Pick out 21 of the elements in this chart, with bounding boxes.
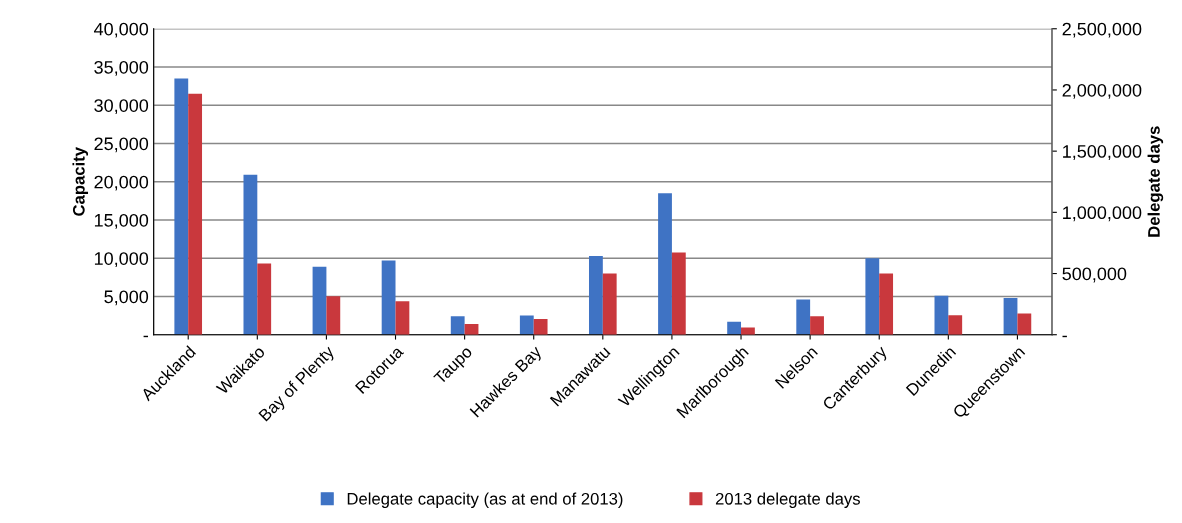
y-tick-label: 15,000 [94,213,149,229]
y2-tick-label: 1,000,000 [1063,206,1142,222]
y-tick-label: 25,000 [94,137,149,153]
y-tick-label: 40,000 [93,22,149,38]
y-axis-title: Capacity [72,147,89,216]
y2-tick-label: 2,000,000 [1062,83,1142,99]
y-tick-label: 30,000 [94,99,149,115]
y-tick-label: 5,000 [104,290,149,306]
legend-label: Delegate capacity (as at end of 2013) [347,492,623,508]
y-tick-label: 10,000 [94,252,149,268]
y2-tick-label: 1,500,000 [1063,145,1142,160]
y2-tick-label: - [1062,335,1067,338]
y-tick-label: 35,000 [94,60,149,76]
bar [243,174,258,335]
y-tick-label: 20,000 [94,175,149,191]
legend-label: 2013 delegate days [715,492,860,508]
y2-tick-label: 2,500,000 [1062,22,1142,38]
y-tick-label: - [143,335,148,338]
y2-tick-label: 500,000 [1062,267,1127,283]
y2-axis-title: Delegate days [1147,126,1164,237]
bar [381,260,396,335]
